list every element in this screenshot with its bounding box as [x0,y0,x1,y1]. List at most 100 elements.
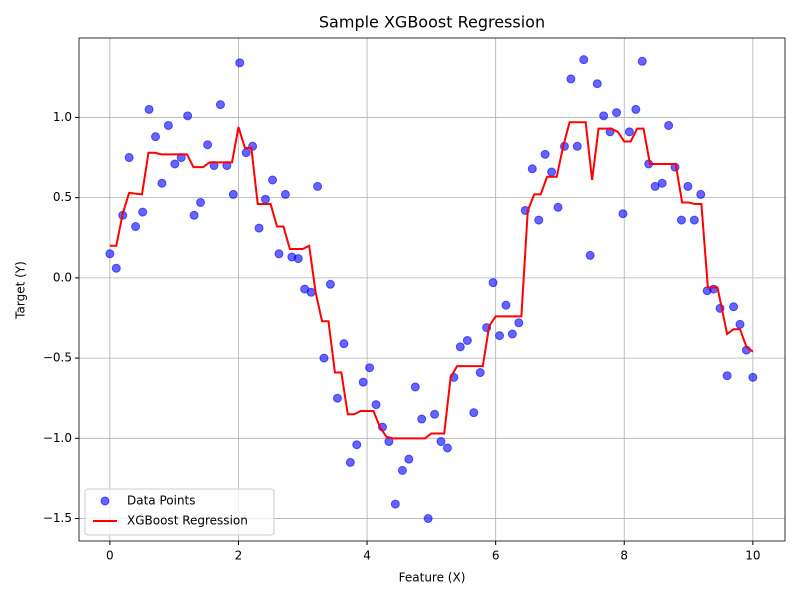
data-point [215,100,225,110]
data-point [637,56,647,66]
data-point [534,215,544,225]
data-point [436,437,446,447]
chart-title: Sample XGBoost Regression [319,13,545,32]
data-point [624,127,634,137]
data-point [274,249,284,259]
data-point [352,440,362,450]
x-tick-label: 4 [363,549,371,563]
data-point [313,181,323,191]
data-point [696,189,706,199]
data-point [183,111,193,121]
data-point [540,149,550,159]
data-point [293,254,303,264]
data-point [163,120,173,130]
data-point [241,148,251,158]
data-point [390,499,400,509]
x-tick-label: 10 [745,549,760,563]
data-point [579,55,589,65]
data-point [131,222,141,232]
data-point [260,194,270,204]
data-point [365,363,375,373]
data-point [371,400,381,410]
data-point [358,377,368,387]
data-point [592,79,602,89]
regression-line [109,121,754,440]
data-point [196,197,206,207]
data-point [306,287,316,297]
data-point [664,120,674,130]
data-point [735,319,745,329]
data-point [689,215,699,225]
data-point [572,141,582,151]
data-point [475,368,485,378]
y-tick-label: 1.0 [53,110,72,124]
data-point [124,153,134,163]
data-point [248,141,258,151]
data-point [423,514,433,524]
x-axis-label: Feature (X) [399,571,466,585]
data-point [683,181,693,191]
data-point [157,178,167,188]
y-tick-label: 0.5 [53,190,72,204]
data-point [111,263,121,273]
data-point [585,250,595,260]
data-point [527,164,537,174]
data-point [455,342,465,352]
y-tick-label: −1.0 [43,431,72,445]
data-point [631,104,641,114]
data-point [325,279,335,289]
x-tick-label: 2 [235,549,243,563]
data-point [332,393,342,403]
data-point [280,189,290,199]
data-point [488,278,498,288]
data-point [345,457,355,467]
data-point [566,74,576,84]
data-point [430,409,440,419]
x-tick-label: 6 [492,549,500,563]
y-tick-label: 0.0 [53,270,72,284]
plot-frame [78,37,786,542]
data-point [417,414,427,424]
data-point [709,284,719,294]
data-point [547,167,557,177]
data-point [138,207,148,217]
legend-label: Data Points [127,494,196,508]
data-point [170,159,180,169]
data-point [254,223,264,233]
data-point [144,104,154,114]
data-point [618,209,628,219]
data-point [676,215,686,225]
y-tick-label: −1.5 [43,511,72,525]
data-point [151,132,161,142]
data-point [203,140,213,150]
data-point [105,249,115,259]
data-point [319,353,329,363]
data-point [722,371,732,381]
y-tick-label: −0.5 [43,351,72,365]
data-point [553,202,563,212]
data-point [462,335,472,345]
x-tick-label: 8 [620,549,628,563]
data-point [612,108,622,118]
data-point [501,300,511,310]
data-point [748,372,758,382]
data-point [514,318,524,328]
data-point [599,111,609,121]
data-point [397,465,407,475]
legend-marker [100,496,110,506]
legend-box [84,488,275,536]
data-point [339,339,349,349]
y-axis-label: Target (Y) [14,261,28,320]
data-point [657,178,667,188]
data-point [228,189,238,199]
data-point [495,331,505,341]
data-point [729,302,739,312]
data-point [268,175,278,185]
data-point [507,329,517,339]
data-point [442,443,452,453]
data-point [410,382,420,392]
data-point [235,58,245,68]
data-point [469,408,479,418]
x-tick-label: 0 [106,549,114,563]
